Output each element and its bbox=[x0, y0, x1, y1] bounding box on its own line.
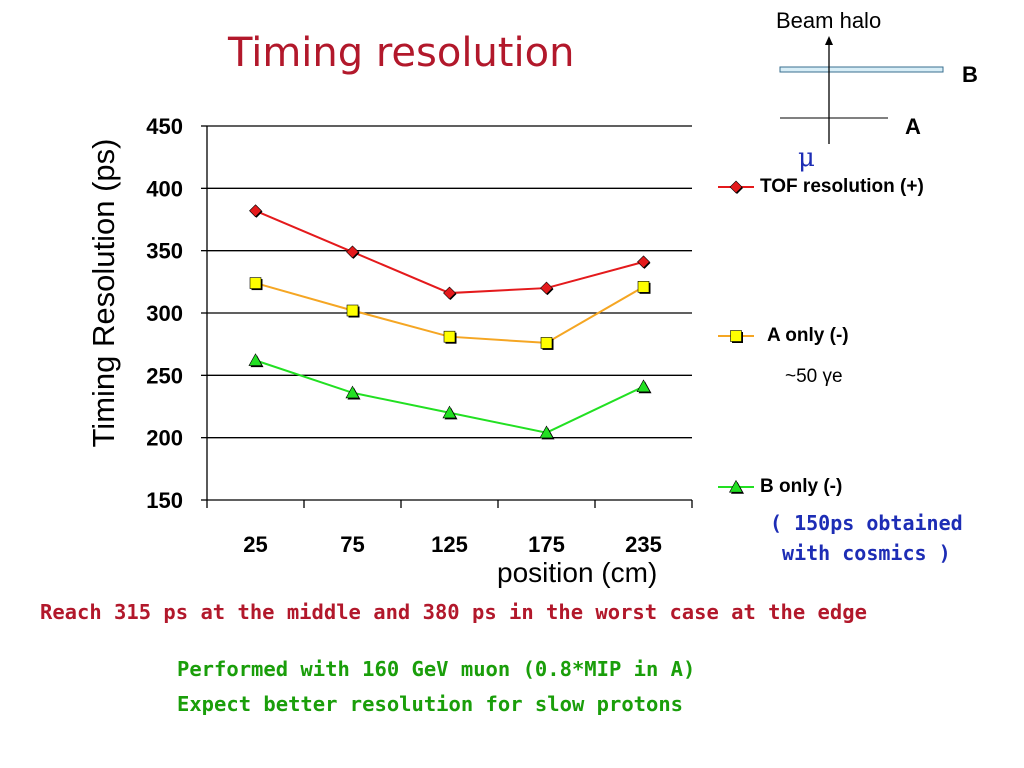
x-tick-label: 25 bbox=[243, 532, 267, 557]
x-tick-label: 235 bbox=[625, 532, 662, 557]
data-point-s0-0 bbox=[249, 204, 262, 218]
legend-label-a-only: A only (-) bbox=[767, 325, 849, 346]
y-tick-label: 450 bbox=[146, 114, 183, 139]
detector-b-bar bbox=[779, 66, 944, 73]
legend-marker-0 bbox=[729, 180, 743, 194]
data-point-s2-1 bbox=[345, 385, 360, 399]
data-point-s1-0 bbox=[249, 277, 262, 289]
data-point-s1-4 bbox=[637, 281, 650, 293]
x-axis-label: position (cm) bbox=[497, 557, 658, 588]
data-point-s0-3 bbox=[540, 281, 553, 295]
y-tick-label: 250 bbox=[146, 363, 183, 388]
gamma-note: ~50 γe bbox=[785, 366, 843, 387]
cosmics-note-line-2: with cosmics ) bbox=[782, 541, 951, 565]
cosmics-note-line-1: ( 150ps obtained bbox=[770, 511, 963, 535]
x-tick-label: 175 bbox=[528, 532, 565, 557]
legend-marker-1 bbox=[730, 330, 742, 342]
y-tick-label: 400 bbox=[146, 176, 183, 201]
data-point-s0-2 bbox=[443, 286, 456, 300]
beam-arrow-head bbox=[825, 36, 833, 45]
detector-a-label: A bbox=[905, 114, 921, 139]
data-point-s2-0 bbox=[248, 353, 263, 366]
y-tick-label: 150 bbox=[146, 488, 183, 513]
x-tick-label: 75 bbox=[340, 532, 364, 557]
muon-symbol: μ bbox=[798, 143, 815, 173]
cosmics-note: ( 150ps obtained with cosmics ) bbox=[770, 508, 963, 568]
data-point-s2-3 bbox=[539, 425, 554, 439]
data-point-s2-4 bbox=[636, 379, 651, 393]
data-point-s1-1 bbox=[346, 304, 359, 317]
beam-halo-label: Beam halo bbox=[776, 8, 882, 33]
legend-label-tof: TOF resolution (+) bbox=[760, 176, 924, 197]
y-tick-label: 200 bbox=[146, 426, 183, 451]
detector-b-label: B bbox=[962, 62, 978, 87]
note-line-1: Performed with 160 GeV muon (0.8*MIP in … bbox=[177, 657, 696, 681]
data-point-s2-2 bbox=[442, 405, 457, 419]
series-line-2 bbox=[255, 359, 644, 434]
data-point-s1-3 bbox=[540, 337, 553, 349]
slide-title: Timing resolution bbox=[228, 30, 575, 76]
legend-label-b-only: B only (-) bbox=[760, 476, 843, 497]
data-point-s1-2 bbox=[443, 330, 456, 343]
note-line-2: Expect better resolution for slow proton… bbox=[177, 692, 684, 716]
x-tick-label: 125 bbox=[431, 532, 468, 557]
data-point-s0-1 bbox=[346, 245, 359, 259]
series-line-0 bbox=[255, 209, 644, 295]
data-point-s0-4 bbox=[637, 255, 650, 269]
y-axis-label: Timing Resolution (ps) bbox=[86, 138, 121, 448]
reach-note: Reach 315 ps at the middle and 380 ps in… bbox=[40, 600, 867, 624]
y-tick-label: 300 bbox=[146, 301, 183, 326]
y-tick-label: 350 bbox=[146, 239, 183, 264]
legend-marker-2 bbox=[728, 479, 744, 493]
